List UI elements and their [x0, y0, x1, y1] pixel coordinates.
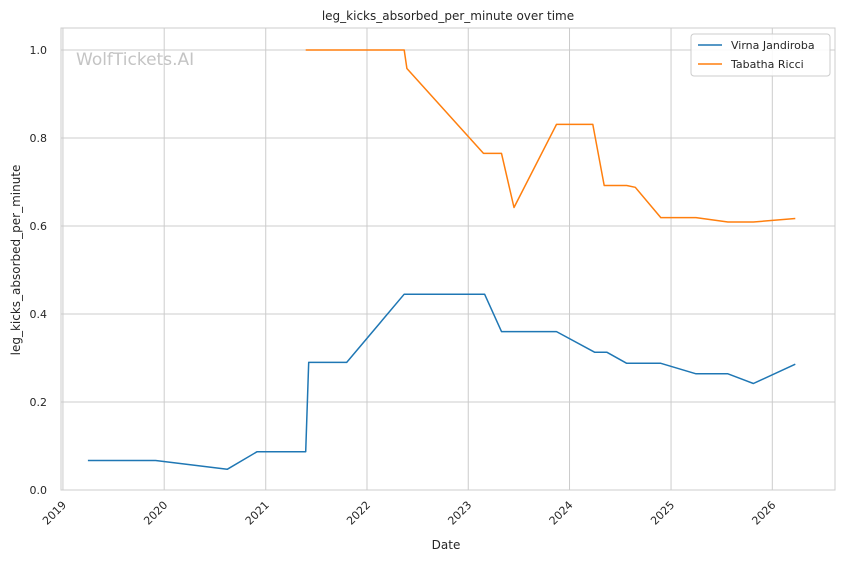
plot-frame: [60, 27, 836, 491]
y-tick-label: 0.2: [30, 396, 48, 409]
y-axis-label: leg_kicks_absorbed_per_minute: [9, 165, 23, 356]
chart-title: leg_kicks_absorbed_per_minute over time: [322, 9, 574, 23]
series-line-virna-jandiroba: [87, 293, 796, 471]
x-axis-label: Date: [432, 538, 461, 552]
y-tick-label: 1.0: [30, 44, 48, 57]
legend-box: [690, 33, 831, 77]
y-tick-label: 0.6: [30, 220, 48, 233]
x-tick-label: 2021: [243, 499, 272, 528]
x-tick-label: 2020: [141, 499, 170, 528]
x-tick-label: 2023: [445, 499, 474, 528]
series-lines: [87, 49, 796, 471]
watermark: WolfTickets.AI: [76, 50, 194, 70]
x-tick-labels: 2019 2020 2021 2022 2023 2024 2025 2026: [40, 499, 778, 528]
legend: Virna Jandiroba Tabatha Ricci: [690, 33, 831, 77]
x-gridlines: [62, 28, 773, 490]
legend-label-virna-jandiroba: Virna Jandiroba: [731, 39, 815, 52]
x-tick-label: 2022: [344, 499, 373, 528]
plot-area: [61, 28, 835, 490]
x-tick-label: 2026: [749, 499, 778, 528]
y-tick-label: 0.0: [30, 484, 48, 497]
x-tick-label: 2024: [547, 499, 576, 528]
y-tick-label: 0.4: [30, 308, 48, 321]
x-tick-label: 2019: [40, 499, 69, 528]
y-tick-label: 0.8: [30, 132, 48, 145]
series-line-tabatha-ricci: [305, 49, 796, 223]
x-tick-label: 2025: [648, 499, 677, 528]
legend-label-tabatha-ricci: Tabatha Ricci: [730, 58, 804, 71]
y-tick-labels: 0.0 0.2 0.4 0.6 0.8 1.0: [30, 44, 48, 497]
